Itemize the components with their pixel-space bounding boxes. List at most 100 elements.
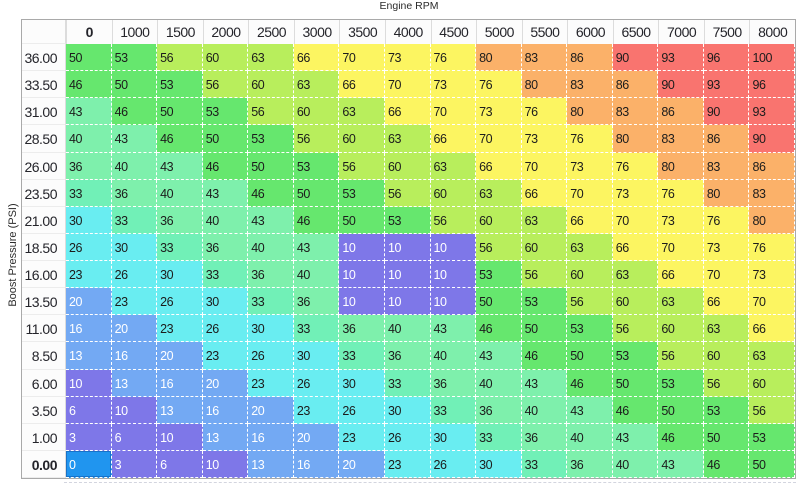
table-cell[interactable]: 60 <box>521 233 568 261</box>
row-header-26.00[interactable]: 26.00 <box>22 152 66 180</box>
table-cell[interactable]: 50 <box>612 369 659 397</box>
table-cell[interactable]: 100 <box>749 44 795 72</box>
table-cell[interactable]: 40 <box>430 342 477 370</box>
table-cell[interactable]: 43 <box>430 315 477 343</box>
table-cell[interactable]: 86 <box>703 125 750 153</box>
table-cell[interactable]: 66 <box>658 261 704 289</box>
table-cell[interactable]: 76 <box>430 44 477 72</box>
row-header-3.50[interactable]: 3.50 <box>22 396 66 424</box>
table-cell[interactable]: 63 <box>339 98 385 126</box>
table-cell[interactable]: 53 <box>658 369 704 397</box>
col-header-0[interactable]: 0 <box>66 20 112 44</box>
table-cell[interactable]: 56 <box>430 206 477 234</box>
table-cell[interactable]: 10 <box>339 261 385 289</box>
table-cell[interactable]: 43 <box>66 98 112 126</box>
table-cell[interactable]: 36 <box>293 288 340 316</box>
table-cell[interactable]: 26 <box>293 369 340 397</box>
table-cell[interactable]: 40 <box>111 152 158 180</box>
table-cell[interactable]: 80 <box>521 71 568 99</box>
table-cell[interactable]: 73 <box>749 261 795 289</box>
table-cell[interactable]: 50 <box>248 152 294 180</box>
row-header-8.50[interactable]: 8.50 <box>22 342 66 370</box>
table-cell[interactable]: 10 <box>202 450 249 478</box>
table-cell[interactable]: 13 <box>111 369 158 397</box>
table-cell[interactable]: 33 <box>384 369 431 397</box>
table-cell[interactable]: 50 <box>111 71 158 99</box>
table-cell[interactable]: 60 <box>202 44 249 72</box>
row-header-36.00[interactable]: 36.00 <box>22 44 66 72</box>
table-cell[interactable]: 83 <box>612 98 659 126</box>
table-cell[interactable]: 53 <box>476 261 522 289</box>
table-cell[interactable]: 10 <box>66 369 112 397</box>
table-cell[interactable]: 10 <box>430 288 477 316</box>
table-cell[interactable]: 76 <box>521 98 568 126</box>
row-header-11.00[interactable]: 11.00 <box>22 315 66 343</box>
table-cell[interactable]: 63 <box>567 233 613 261</box>
table-cell[interactable]: 90 <box>749 125 795 153</box>
table-cell[interactable]: 66 <box>612 233 659 261</box>
table-cell[interactable]: 36 <box>66 152 112 180</box>
table-cell[interactable]: 30 <box>384 396 431 424</box>
table-cell[interactable]: 46 <box>111 98 158 126</box>
table-cell[interactable]: 23 <box>202 342 249 370</box>
table-cell[interactable]: 76 <box>703 206 750 234</box>
table-cell[interactable]: 10 <box>384 233 431 261</box>
table-cell[interactable]: 83 <box>703 152 750 180</box>
table-cell[interactable]: 23 <box>248 369 294 397</box>
table-cell[interactable]: 86 <box>612 71 659 99</box>
table-cell[interactable]: 46 <box>658 423 704 451</box>
table-cell[interactable]: 36 <box>202 233 249 261</box>
table-cell[interactable]: 30 <box>157 261 203 289</box>
row-header-31.00[interactable]: 31.00 <box>22 98 66 126</box>
table-cell[interactable]: 66 <box>293 44 340 72</box>
table-cell[interactable]: 46 <box>521 342 568 370</box>
table-cell[interactable]: 56 <box>476 233 522 261</box>
table-cell[interactable]: 86 <box>567 44 613 72</box>
table-cell[interactable]: 56 <box>293 125 340 153</box>
table-cell[interactable]: 83 <box>521 44 568 72</box>
table-cell[interactable]: 30 <box>66 206 112 234</box>
table-cell[interactable]: 63 <box>384 125 431 153</box>
table-cell[interactable]: 56 <box>157 44 203 72</box>
table-cell[interactable]: 53 <box>521 288 568 316</box>
table-cell[interactable]: 43 <box>658 450 704 478</box>
table-cell[interactable]: 66 <box>384 98 431 126</box>
table-cell[interactable]: 6 <box>111 423 158 451</box>
table-cell[interactable]: 26 <box>66 233 112 261</box>
row-header-21.00[interactable]: 21.00 <box>22 206 66 234</box>
table-cell[interactable]: 70 <box>384 71 431 99</box>
table-cell[interactable]: 73 <box>703 233 750 261</box>
table-cell[interactable]: 46 <box>567 369 613 397</box>
table-cell[interactable]: 23 <box>339 423 385 451</box>
table-cell[interactable]: 86 <box>658 98 704 126</box>
table-cell[interactable]: 73 <box>384 44 431 72</box>
table-cell[interactable]: 63 <box>658 288 704 316</box>
table-cell[interactable]: 73 <box>567 152 613 180</box>
table-cell[interactable]: 16 <box>111 342 158 370</box>
table-cell[interactable]: 40 <box>293 261 340 289</box>
table-cell[interactable]: 53 <box>293 152 340 180</box>
table-cell[interactable]: 43 <box>612 423 659 451</box>
table-cell[interactable]: 43 <box>476 342 522 370</box>
table-cell[interactable]: 10 <box>430 261 477 289</box>
table-cell[interactable]: 70 <box>703 261 750 289</box>
col-header-4500[interactable]: 4500 <box>430 20 477 44</box>
table-cell[interactable]: 73 <box>430 71 477 99</box>
table-cell[interactable]: 50 <box>202 125 249 153</box>
table-cell[interactable]: 66 <box>749 315 795 343</box>
table-cell[interactable]: 73 <box>612 179 659 207</box>
table-cell[interactable]: 40 <box>476 369 522 397</box>
col-header-8000[interactable]: 8000 <box>749 20 795 44</box>
table-cell[interactable]: 10 <box>384 261 431 289</box>
table-cell[interactable]: 26 <box>111 261 158 289</box>
table-cell[interactable]: 73 <box>658 206 704 234</box>
table-cell[interactable]: 73 <box>476 98 522 126</box>
table-cell[interactable]: 56 <box>567 288 613 316</box>
table-cell[interactable]: 20 <box>202 369 249 397</box>
table-cell[interactable]: 70 <box>339 44 385 72</box>
table-cell[interactable]: 76 <box>612 152 659 180</box>
col-header-7000[interactable]: 7000 <box>658 20 704 44</box>
table-cell[interactable]: 33 <box>248 288 294 316</box>
table-cell[interactable]: 20 <box>293 423 340 451</box>
table-cell[interactable]: 56 <box>384 179 431 207</box>
